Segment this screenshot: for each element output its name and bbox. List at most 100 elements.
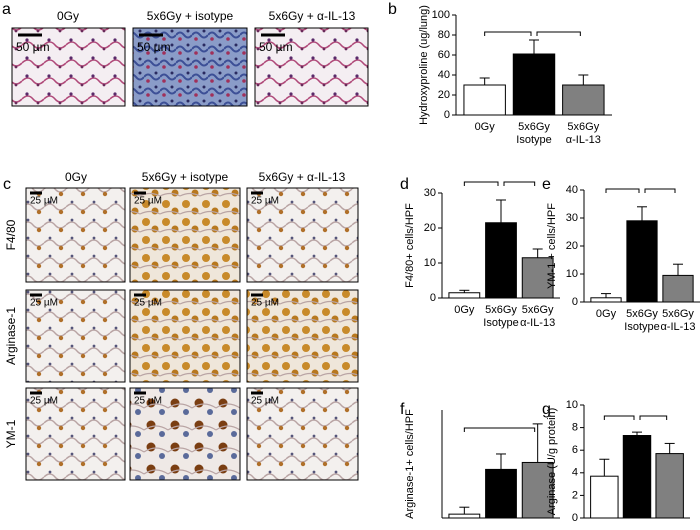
micrograph	[129, 289, 241, 383]
y-tick-label: 10	[566, 268, 578, 280]
bar	[448, 513, 481, 519]
micrograph	[129, 187, 241, 283]
y-axis-label: Arginase-1+ cells/HPF	[404, 409, 416, 519]
y-tick-label: 100	[432, 9, 450, 21]
bar	[463, 84, 506, 116]
bar	[662, 274, 694, 303]
scale-bar-label: 25 µM	[134, 396, 162, 407]
scale-bar-label: 25 µM	[30, 396, 58, 407]
y-tick-label: 0	[430, 292, 436, 304]
bar	[512, 53, 556, 116]
panel-letter: e	[542, 176, 551, 193]
micrograph	[25, 289, 126, 383]
micrograph	[254, 27, 369, 107]
micrograph	[129, 387, 241, 481]
micrograph	[246, 289, 359, 383]
significance-bracket	[639, 415, 668, 420]
row-label: YM-1	[4, 419, 18, 448]
bar	[655, 453, 684, 519]
micrograph	[246, 387, 359, 481]
y-tick-label: 20	[566, 240, 578, 252]
panel-letter: g	[542, 401, 551, 418]
x-tick-label: Isotype	[624, 321, 659, 333]
y-tick-label: 2	[572, 489, 578, 501]
scale-bar-label: 25 µM	[251, 196, 279, 207]
significance-bracket	[503, 181, 536, 186]
x-tick-label: α-IL-13	[660, 321, 695, 333]
y-tick-label: 8	[572, 422, 578, 434]
y-tick-label: 80	[438, 29, 450, 41]
bar	[622, 435, 652, 519]
row-label: Arginase-1	[4, 307, 18, 365]
y-tick-label: 40	[566, 184, 578, 196]
panel-letter: c	[3, 176, 11, 193]
x-tick-label: 5x6Gy	[567, 121, 599, 133]
scale-bar-label: 25 µM	[30, 196, 58, 207]
x-tick-label: α-IL-13	[566, 134, 601, 146]
scale-bar-label: 50 µm	[16, 40, 50, 54]
scale-bar-label: 50 µm	[137, 40, 171, 54]
significance-bracket	[603, 415, 635, 420]
y-tick-label: 20	[424, 222, 436, 234]
column-label: 0Gy	[65, 170, 87, 184]
y-tick-label: 0	[572, 296, 578, 308]
micrograph	[25, 387, 126, 481]
row-label: F4/80	[4, 219, 18, 250]
y-axis-label: YM-1 + cells/HPF	[546, 203, 558, 289]
y-tick-label: 40	[438, 69, 450, 81]
column-label: 5x6Gy + isotype	[147, 9, 234, 23]
x-tick-label: Isotype	[483, 317, 518, 329]
y-tick-label: 60	[438, 49, 450, 61]
bar	[485, 222, 517, 299]
x-tick-label: 5x6Gy	[662, 308, 694, 320]
bar	[521, 461, 554, 519]
bar	[590, 297, 622, 303]
scale-bar-label: 25 µM	[251, 396, 279, 407]
image-panels	[11, 27, 369, 481]
x-tick-label: 5x6Gy	[518, 121, 550, 133]
significance-bracket	[463, 181, 499, 186]
micrograph	[11, 27, 126, 107]
y-tick-label: 0	[572, 512, 578, 524]
micrograph	[246, 187, 359, 283]
panel-letter: b	[388, 1, 397, 18]
scale-bar-label: 25 µM	[30, 298, 58, 309]
column-label: 5x6Gy + α-IL-13	[259, 170, 346, 184]
y-tick-label: 30	[566, 212, 578, 224]
micrograph	[25, 187, 126, 283]
micrograph	[132, 27, 248, 107]
y-tick-label: 0	[444, 109, 450, 121]
scale-bar-label: 25 µM	[251, 298, 279, 309]
significance-bracket	[536, 31, 581, 36]
bar	[448, 292, 481, 299]
bar	[590, 475, 619, 519]
bar	[626, 220, 658, 303]
y-tick-label: 4	[572, 467, 578, 479]
x-tick-label: Isotype	[516, 134, 551, 146]
scale-bar-label: 50 µm	[259, 40, 293, 54]
y-tick-label: 30	[424, 187, 436, 199]
panel-letter: d	[400, 176, 409, 193]
y-tick-label: 20	[438, 89, 450, 101]
y-tick-label: 10	[424, 257, 436, 269]
y-tick-label: 6	[572, 444, 578, 456]
scale-bar-label: 25 µM	[134, 298, 162, 309]
significance-bracket	[644, 188, 676, 193]
y-axis-label: Arginase (U/g protein)	[546, 408, 558, 516]
significance-bracket	[463, 427, 536, 432]
x-tick-label: 5x6Gy	[522, 304, 554, 316]
panel-letter: f	[400, 401, 405, 418]
x-tick-label: 0Gy	[596, 308, 617, 320]
column-label: 0Gy	[57, 9, 79, 23]
column-label: 5x6Gy + isotype	[142, 170, 229, 184]
x-tick-label: α-IL-13	[520, 317, 555, 329]
bar	[485, 468, 517, 519]
y-axis-label: F4/80+ cells/HPF	[404, 203, 416, 288]
panel-letter: a	[2, 1, 11, 18]
bar	[562, 84, 605, 116]
x-tick-label: 0Gy	[475, 121, 496, 133]
column-label: 5x6Gy + α-IL-13	[269, 9, 356, 23]
significance-bracket	[484, 31, 532, 36]
y-axis-label: Hydroxyproline (ug/lung)	[418, 5, 430, 125]
